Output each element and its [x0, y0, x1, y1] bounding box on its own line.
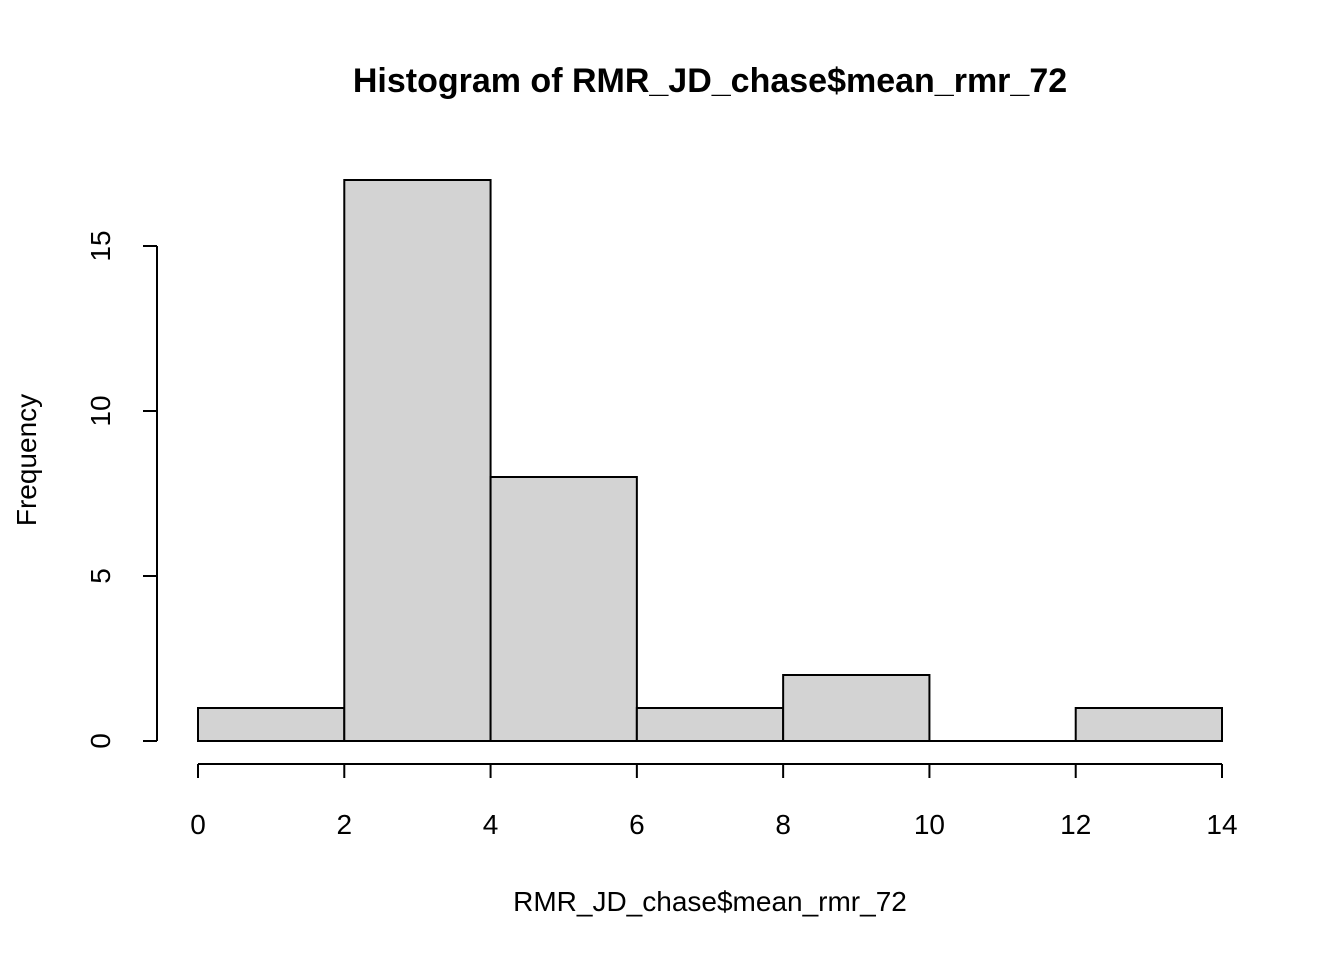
histogram-bar-6 [1074, 707, 1223, 742]
x-tick-label-0: 0 [190, 809, 206, 840]
x-tick-label-7: 14 [1206, 809, 1237, 840]
y-axis: 0 5 10 15 [85, 230, 158, 749]
bars-group [197, 179, 1223, 742]
x-tick-label-5: 10 [914, 809, 945, 840]
y-tick-label-0: 0 [85, 733, 116, 749]
histogram-bar-4 [782, 674, 931, 742]
histogram-bar-2 [489, 476, 638, 742]
y-axis-label: Frequency [11, 394, 42, 526]
x-axis: 0 2 4 6 8 10 12 14 [190, 763, 1238, 840]
x-tick-label-2: 4 [483, 809, 499, 840]
histogram-bar-0 [197, 707, 346, 742]
y-tick-label-3: 15 [85, 230, 116, 261]
histogram-bar-1 [343, 179, 492, 742]
y-tick-label-1: 5 [85, 568, 116, 584]
histogram-bar-3 [635, 707, 785, 742]
x-tick-label-4: 8 [775, 809, 791, 840]
chart-title: Histogram of RMR_JD_chase$mean_rmr_72 [353, 62, 1067, 100]
x-tick-label-3: 6 [629, 809, 645, 840]
y-tick-label-2: 10 [85, 395, 116, 426]
x-tick-label-6: 12 [1060, 809, 1091, 840]
x-tick-label-1: 2 [336, 809, 352, 840]
x-axis-label: RMR_JD_chase$mean_rmr_72 [513, 886, 907, 917]
